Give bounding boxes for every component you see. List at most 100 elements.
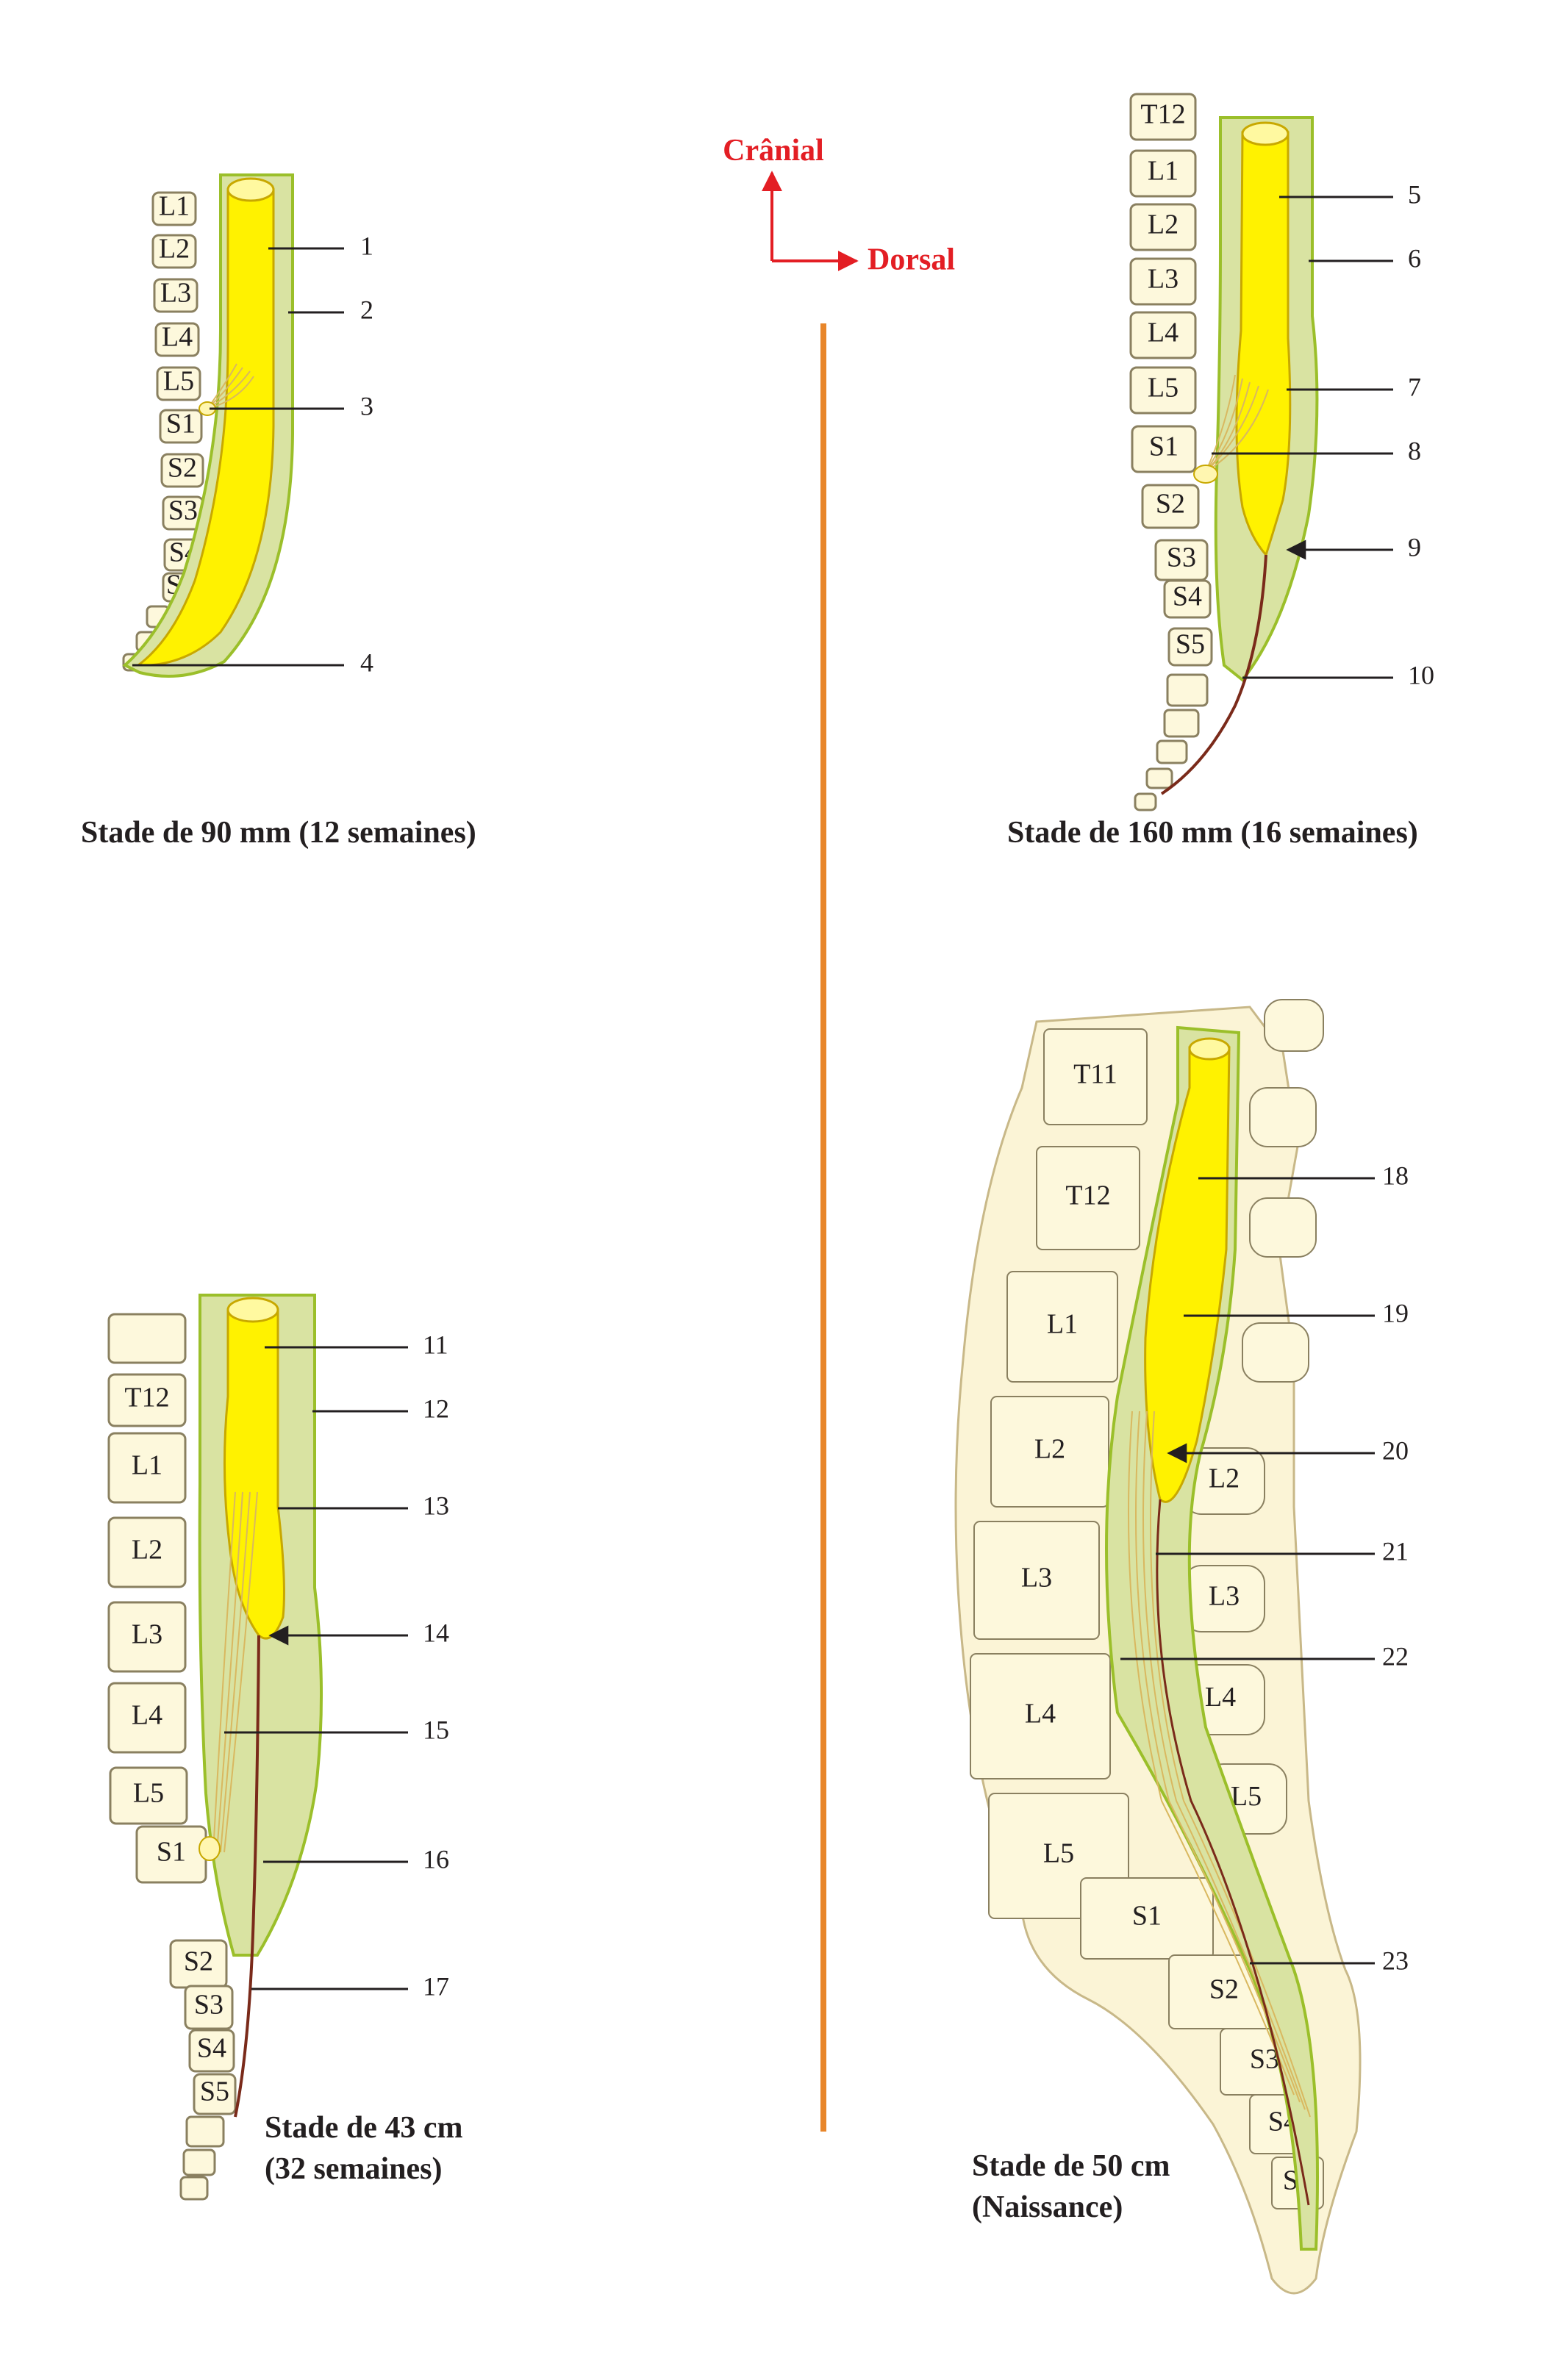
callout-number: 15 [423, 1715, 449, 1744]
vertebra-body [107, 1682, 187, 1754]
spinous-process [1264, 999, 1324, 1052]
callout-numbers: 18 19 20 21 22 23 [1382, 1161, 1409, 1975]
cauda-equina [212, 1491, 258, 1853]
cord-top [1241, 121, 1290, 146]
leader-lines [132, 247, 344, 667]
coccygeal-segment [1163, 709, 1200, 738]
vertebra: L3 [973, 1521, 1100, 1640]
orientation-indicator: Crânial Dorsal [723, 134, 955, 277]
vertebra: S2 [160, 453, 204, 488]
vertebra: L2 [107, 1516, 187, 1588]
vertebra-label: L4 [132, 1700, 162, 1731]
vertebra: S4 [188, 2029, 235, 2073]
vertebra: L5 [156, 366, 201, 401]
coccygeal-segment [1166, 673, 1209, 707]
vertebra-body [1131, 425, 1197, 473]
vertebra: S5 [1167, 627, 1213, 667]
vertebra-body [1043, 1028, 1148, 1125]
vertebra-body [107, 1432, 187, 1504]
vertebra-body [1129, 257, 1197, 306]
vertebra-label: S1 [1132, 1901, 1162, 1932]
stage-caption-line: Stade de 43 cm [265, 2111, 462, 2145]
vertebra-body [193, 2073, 237, 2115]
vertebra-label: L4 [162, 322, 193, 353]
callout-number: 10 [1408, 660, 1434, 689]
stage-caption-line: Stade de 160 mm (16 semaines) [1007, 816, 1418, 850]
vertebra: T12 [107, 1373, 187, 1427]
vertebra-body [154, 322, 200, 357]
filum-terminale [1160, 554, 1267, 795]
callout-number: 3 [360, 391, 373, 420]
vertebra-label: T11 [1073, 1059, 1117, 1090]
vertebra-body [184, 1985, 234, 2030]
vertebra-label: L1 [159, 191, 190, 222]
vertebra-label: T12 [124, 1383, 169, 1413]
vertebra: S2 [169, 1939, 228, 1989]
stage-caption-line: Stade de 90 mm (12 semaines) [81, 816, 476, 850]
filum-terminale [1156, 1499, 1310, 2206]
vertebra-body [1129, 93, 1197, 141]
vertebra-label: L5 [163, 366, 194, 397]
dorsal-label: Dorsal [868, 243, 955, 277]
spinal-cord [1144, 1046, 1231, 1503]
vertebra-body [1141, 484, 1200, 529]
callout-number: 9 [1408, 532, 1421, 562]
vertebra: S1 [159, 409, 203, 444]
vertebra: L5 [109, 1766, 188, 1825]
vertebra-label: L5 [133, 1778, 164, 1809]
vertebra: L2 [1129, 203, 1197, 251]
vertebra-label: S2 [1209, 1974, 1239, 2005]
vertebra-label: L3 [160, 278, 191, 309]
vertebra-body [973, 1521, 1100, 1640]
vertebra-label: S5 [1176, 629, 1205, 660]
callout-number: 12 [423, 1394, 449, 1423]
vertebra: L2 [990, 1396, 1109, 1508]
vertebra: L5 [1129, 366, 1197, 415]
vertebra-label: L4 [1025, 1699, 1056, 1730]
leader-lines [1120, 1177, 1375, 1965]
vertebra-label: L5 [1043, 1838, 1074, 1869]
vertebra-body [1167, 627, 1213, 667]
stage-caption-line: (32 semaines) [265, 2152, 442, 2186]
vertebra-body [1129, 149, 1197, 198]
cord-top [226, 1297, 279, 1323]
vertebral-column: T12 L1 L2 L3 L4 L5 S1 S2 S3 S4 S5 [1129, 93, 1213, 811]
callout-numbers: 5 6 7 8 9 10 [1408, 179, 1434, 689]
callout-number: 1 [360, 231, 373, 260]
callout-number: 5 [1408, 179, 1421, 209]
cord-top [226, 177, 275, 202]
vertebra: S5 [193, 2073, 237, 2115]
panel-160mm: T12 L1 L2 L3 L4 L5 S1 S2 S3 S4 S5 5 6 7 8 9 10 Stade de… [1007, 93, 1434, 850]
vertebra-label: S3 [168, 495, 198, 526]
vertebra: S3 [1154, 539, 1209, 581]
coccygeal-segment [1156, 739, 1188, 764]
spinal-ganglion [1193, 465, 1218, 484]
vertebra-label: L2 [1034, 1434, 1065, 1465]
vertebra-label: L3 [1148, 264, 1178, 295]
vertebra: S3 [162, 495, 204, 531]
callout-number: 18 [1382, 1161, 1409, 1190]
vertebra-label: S4 [1173, 581, 1202, 612]
cord-top [1188, 1037, 1231, 1061]
vertebra: L1 [107, 1432, 187, 1504]
vertebral-column: T12 L1 L2 L3 L4 L5 S1 S2 S3 S4 S5 [107, 1313, 237, 2201]
spinous-process [1242, 1322, 1309, 1383]
vertebra: L1 [1129, 149, 1197, 198]
nerve-roots [1205, 374, 1269, 473]
vertebra-label: L5 [1148, 373, 1178, 404]
vertebra-body [156, 366, 201, 401]
vertebra: L1 [1006, 1271, 1118, 1383]
vertebra-label: L2 [132, 1535, 162, 1566]
callout-number: 7 [1408, 372, 1421, 401]
process-label: L5 [1231, 1781, 1262, 1812]
vertebra-body [107, 1601, 187, 1673]
coccygeal-segment [185, 2115, 225, 2148]
vertebra-label: S3 [1167, 542, 1196, 573]
process-label: L3 [1209, 1581, 1240, 1612]
vertebra: T12 [1036, 1146, 1140, 1250]
coccygeal-segment [182, 2148, 216, 2176]
stage-caption-line: Stade de 50 cm [972, 2149, 1170, 2183]
callout-number: 13 [423, 1491, 449, 1520]
vertebra: S1 [1131, 425, 1197, 473]
vertebra-label: L2 [159, 234, 190, 265]
